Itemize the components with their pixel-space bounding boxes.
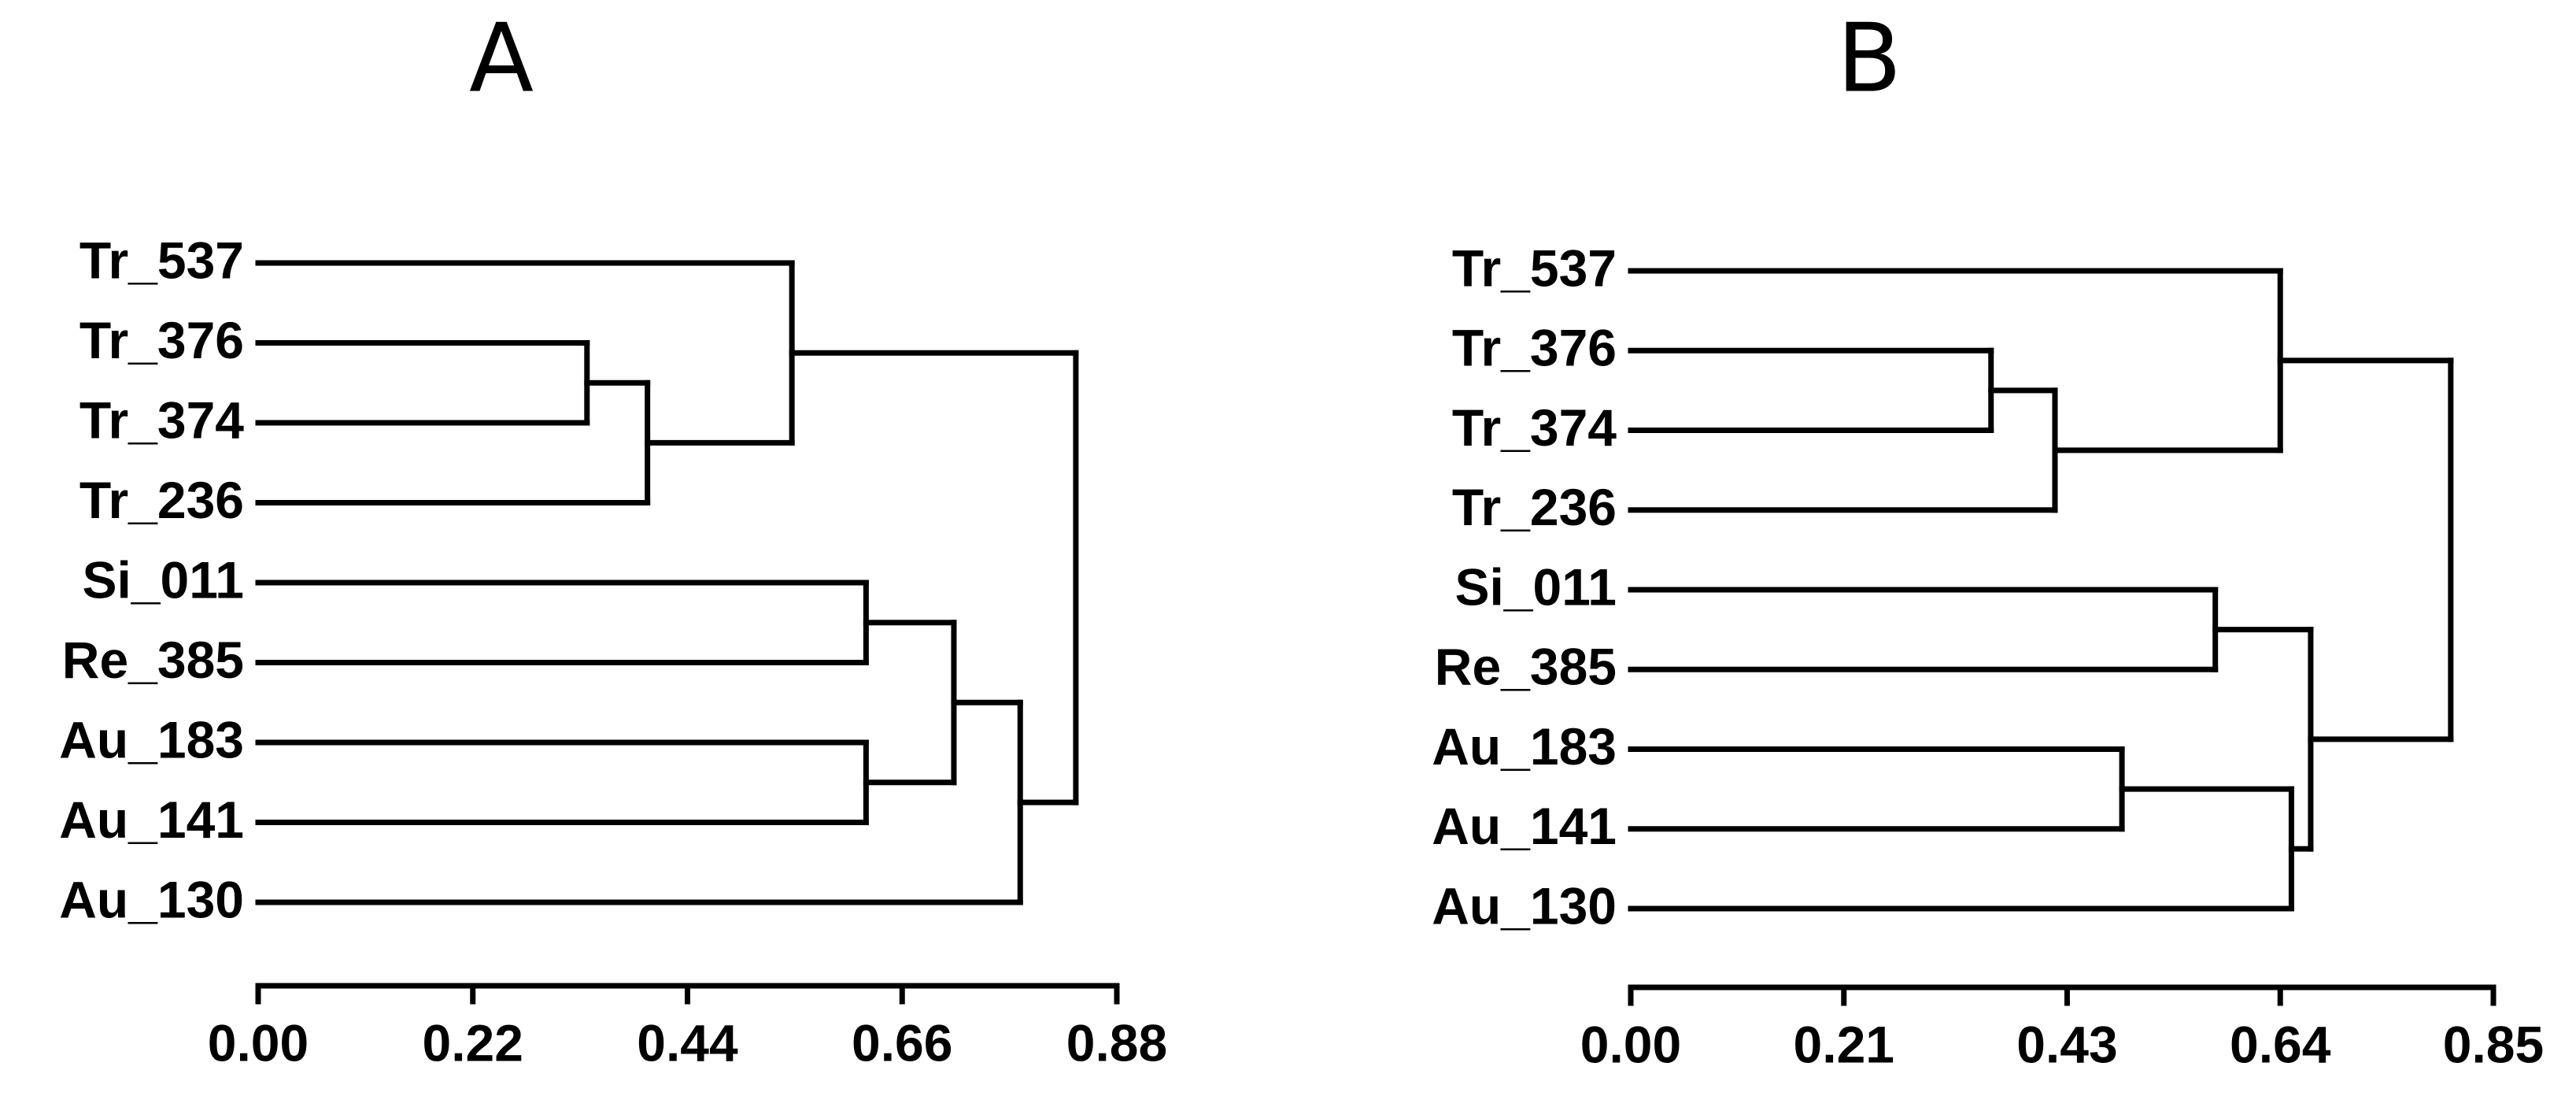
leaf-label: Si_011: [1454, 557, 1617, 616]
x-tick-label: 0.66: [852, 1013, 952, 1072]
panel-title: A: [469, 5, 534, 114]
leaf-label: Re_385: [1435, 638, 1617, 696]
x-tick-label: 0.64: [2230, 1015, 2331, 1073]
leaf-label: Au_130: [1432, 876, 1617, 935]
x-tick-label: 0.00: [1580, 1015, 1681, 1073]
x-tick-label: 0.43: [2016, 1015, 2117, 1073]
leaf-label: Si_011: [82, 550, 244, 609]
x-tick-label: 0.44: [637, 1013, 738, 1072]
leaf-label: Au_141: [59, 791, 244, 849]
leaf-label: Au_141: [1432, 797, 1617, 855]
leaf-label: Au_183: [1432, 717, 1617, 776]
leaf-label: Re_385: [62, 631, 244, 689]
x-tick-label: 0.00: [208, 1013, 309, 1072]
leaf-label: Tr_376: [1452, 319, 1617, 377]
x-tick-label: 0.88: [1066, 1013, 1167, 1072]
x-tick-label: 0.22: [423, 1013, 523, 1072]
leaf-label: Tr_537: [1452, 239, 1617, 297]
x-tick-label: 0.21: [1794, 1015, 1894, 1073]
leaf-label: Au_130: [59, 870, 244, 928]
panel-title: B: [1837, 5, 1902, 114]
leaf-label: Tr_374: [79, 391, 244, 449]
leaf-label: Tr_374: [1452, 398, 1617, 457]
leaf-label: Tr_236: [1452, 478, 1617, 536]
x-tick-label: 0.85: [2443, 1015, 2544, 1073]
leaf-label: Au_183: [59, 710, 244, 768]
leaf-label: Tr_236: [79, 471, 244, 529]
leaf-label: Tr_537: [79, 231, 244, 289]
leaf-label: Tr_376: [79, 311, 244, 369]
